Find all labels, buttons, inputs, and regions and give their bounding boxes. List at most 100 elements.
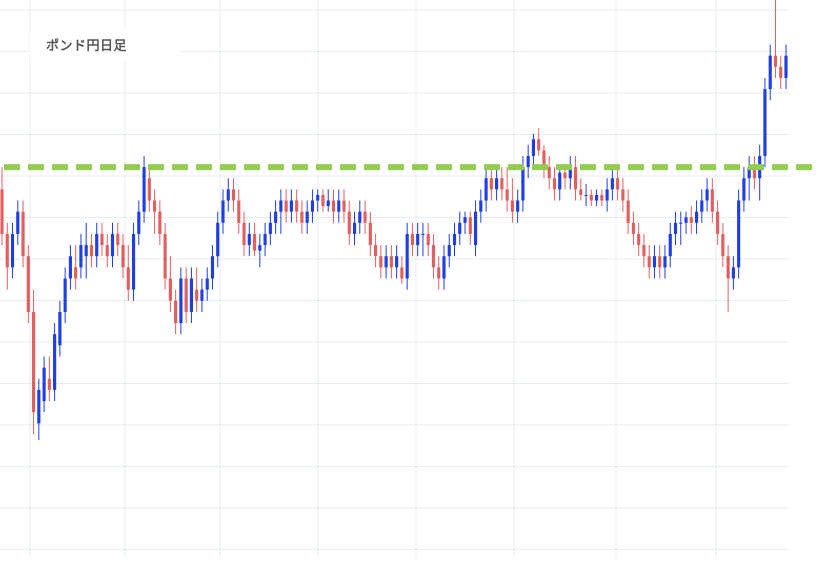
candle [158,200,162,246]
candle [431,233,436,279]
candle-body [263,233,267,246]
candle [731,256,735,290]
candle [216,211,220,268]
candle [637,222,641,257]
candle-body [363,211,367,223]
candle-body [726,256,730,279]
candle-body [747,167,751,179]
candle [573,155,578,201]
candle [594,189,599,207]
candle-body [279,200,283,212]
candle-body [526,155,530,168]
candle-body [89,245,94,257]
candle-body [358,211,362,223]
candle-body [510,200,514,212]
candle [105,233,109,268]
candle [542,144,546,179]
candle-body [442,256,446,279]
candle [231,178,236,212]
candle [526,144,530,179]
candle [721,222,725,268]
candle [37,378,41,441]
candle-body [658,256,662,268]
candle [26,245,30,324]
chart-grid [0,0,790,557]
candle [400,256,404,285]
candle [679,211,683,246]
candle [137,200,141,246]
candle [79,233,83,279]
candle-body [689,217,693,223]
candle-body [637,233,641,246]
candle-body [147,178,151,201]
candle-body [495,178,499,190]
candle [95,222,99,268]
candle-body [226,189,230,201]
candle [110,222,115,268]
candle-body [552,178,557,190]
candle-body [437,267,441,279]
candle-body [505,189,509,201]
candle-body [295,200,299,212]
candle-body [131,233,136,290]
candle-body [0,189,4,234]
candle-body [395,256,399,268]
candle-body [184,278,188,312]
candle-body [10,233,15,268]
candle [437,256,441,290]
candle-body [473,211,478,246]
candle [221,189,225,234]
candle [500,167,504,201]
candle [242,211,246,257]
candle [63,267,67,324]
candle [689,206,693,234]
candle [289,189,293,223]
candle [621,178,625,212]
candle-body [700,200,704,212]
candle [537,128,541,156]
candle-body [652,256,657,268]
candle [763,77,767,168]
candle-body [610,178,614,190]
candle-body [16,211,20,234]
candle [784,44,788,90]
candle-body [116,233,120,246]
candle-body [379,256,383,268]
candle [374,233,378,268]
candle [495,167,499,201]
candle-body [337,200,341,212]
candle-body [673,222,678,234]
candle-body [68,256,72,279]
candle-body [458,222,462,234]
candle [342,189,346,223]
candle-body [594,194,599,201]
candle-body [716,211,720,234]
candle [384,245,388,279]
candle-body [500,178,504,190]
candle [184,267,188,324]
candle-body [537,139,541,151]
candle [316,189,320,212]
candle-body [300,211,304,223]
candle [516,189,520,223]
candle-body [195,289,199,301]
candle [673,211,678,246]
candle-body [547,167,551,179]
candle-body [710,189,714,212]
candle-body [489,178,493,190]
candle [421,222,425,257]
candle [489,167,493,201]
candle [547,155,551,190]
candle [473,200,478,257]
candle-body [221,200,225,223]
candle-body [53,334,57,390]
candle [179,267,183,335]
candle-body [121,245,125,268]
candle [389,245,393,279]
candle-body [137,211,141,234]
candle [747,155,751,201]
candle-body [631,222,635,234]
candle-body [210,256,215,279]
candle-body [58,311,62,346]
candle-body [37,389,41,424]
